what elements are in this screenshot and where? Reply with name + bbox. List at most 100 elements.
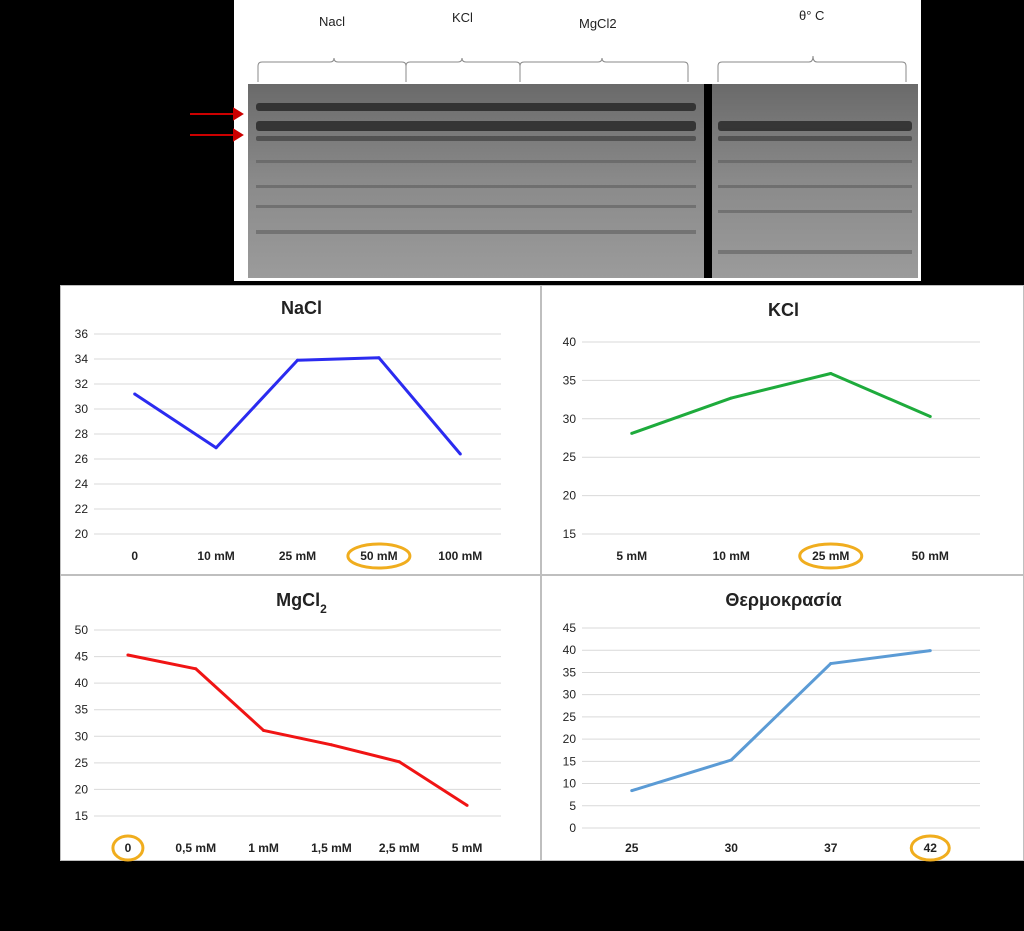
gel-label-mgcl2: MgCl2 bbox=[579, 16, 617, 31]
series-line bbox=[133, 356, 462, 455]
data-point bbox=[397, 760, 401, 764]
series-line bbox=[631, 649, 931, 793]
data-point bbox=[729, 396, 733, 400]
y-tick-label: 20 bbox=[75, 527, 89, 541]
arrow-upper-head-icon bbox=[233, 107, 244, 121]
y-tick-label: 28 bbox=[75, 427, 89, 441]
y-tick-label: 34 bbox=[75, 352, 89, 366]
x-tick-label: 5 mM bbox=[616, 549, 647, 563]
mgcl2-chart-title: MgCl2 bbox=[276, 590, 327, 616]
x-tick-label: 2,5 mM bbox=[379, 841, 420, 855]
y-tick-label: 15 bbox=[563, 754, 577, 768]
data-point bbox=[214, 446, 218, 450]
gel-label-temperature: θ° C bbox=[799, 8, 825, 23]
y-tick-label: 32 bbox=[75, 377, 89, 391]
x-tick-label: 0 bbox=[125, 841, 132, 855]
gel-brackets bbox=[257, 55, 907, 82]
gel-left bbox=[248, 84, 704, 278]
chart-kcl-svg: KCl 15 20 25 30 35 40 5 mM 10 mM 25 mM 50 mM bbox=[563, 300, 980, 570]
y-tick-label: 45 bbox=[563, 621, 577, 635]
gel-image-panel: Nacl KCl MgCl2 θ° C bbox=[234, 0, 921, 281]
data-point bbox=[458, 452, 462, 456]
kcl-chart-title: KCl bbox=[768, 300, 799, 320]
y-tick-label: 35 bbox=[563, 373, 577, 387]
y-tick-label: 0 bbox=[569, 821, 576, 835]
x-tick-label: 5 mM bbox=[452, 841, 483, 855]
y-tick-label: 15 bbox=[75, 809, 89, 823]
nacl-chart-title: NaCl bbox=[281, 298, 322, 318]
chart-mgcl2: MgCl2 15 20 25 30 35 40 45 50 0 0,5 mM 1 mM 1,5 mM 2,… bbox=[60, 575, 541, 862]
x-tick-label: 25 bbox=[625, 841, 639, 855]
series-line bbox=[127, 653, 468, 807]
x-tick-label: 42 bbox=[924, 841, 938, 855]
y-tick-label: 40 bbox=[563, 643, 577, 657]
y-tick-label: 24 bbox=[75, 477, 89, 491]
data-point bbox=[729, 758, 733, 762]
data-point bbox=[126, 653, 130, 657]
chart-temperature: Θερμοκρασία 0 5 10 15 20 25 30 35 40 45 25 30 37 42 bbox=[541, 575, 1024, 862]
x-tick-label: 25 mM bbox=[279, 549, 316, 563]
chart-nacl: NaCl 20 22 24 26 28 30 32 34 36 0 10 mM 25 mM 50 mM 10… bbox=[60, 285, 541, 575]
y-tick-label: 25 bbox=[563, 450, 577, 464]
data-point bbox=[194, 667, 198, 671]
y-tick-label: 30 bbox=[563, 688, 577, 702]
y-tick-label: 35 bbox=[75, 703, 89, 717]
y-tick-label: 20 bbox=[563, 489, 577, 503]
y-tick-label: 26 bbox=[75, 452, 89, 466]
y-tick-label: 40 bbox=[75, 676, 89, 690]
data-point bbox=[630, 789, 634, 793]
x-tick-label: 37 bbox=[824, 841, 838, 855]
gel-right bbox=[712, 84, 918, 278]
arrow-lower-head-icon bbox=[233, 128, 244, 142]
y-tick-label: 15 bbox=[563, 527, 577, 541]
x-tick-label: 10 mM bbox=[197, 549, 234, 563]
chart-mgcl2-svg: MgCl2 15 20 25 30 35 40 45 50 0 0,5 mM 1 mM 1,5 mM 2,… bbox=[75, 590, 501, 862]
x-tick-label: 30 bbox=[725, 841, 739, 855]
data-point bbox=[465, 803, 469, 807]
y-tick-label: 45 bbox=[75, 650, 89, 664]
y-tick-label: 20 bbox=[75, 782, 89, 796]
x-tick-label: 0 bbox=[131, 549, 138, 563]
x-tick-label: 50 mM bbox=[360, 549, 397, 563]
data-point bbox=[630, 431, 634, 435]
x-tick-label: 0,5 mM bbox=[175, 841, 216, 855]
mgcl2-chart-title-subscript: 2 bbox=[320, 602, 327, 616]
y-tick-label: 25 bbox=[75, 756, 89, 770]
band-arrows bbox=[190, 107, 244, 142]
series-line bbox=[631, 371, 931, 435]
x-tick-label: 100 mM bbox=[438, 549, 482, 563]
data-point bbox=[829, 371, 833, 375]
x-tick-label: 1,5 mM bbox=[311, 841, 352, 855]
y-tick-label: 5 bbox=[569, 799, 576, 813]
chart-temperature-svg: Θερμοκρασία 0 5 10 15 20 25 30 35 40 45 25 30 37 42 bbox=[563, 590, 980, 862]
highlight-ellipse bbox=[346, 542, 412, 570]
gel-label-nacl: Nacl bbox=[319, 14, 346, 29]
y-tick-label: 36 bbox=[75, 327, 89, 341]
chart-nacl-svg: NaCl 20 22 24 26 28 30 32 34 36 0 10 mM 25 mM 50 mM 10… bbox=[75, 298, 501, 570]
y-tick-label: 10 bbox=[563, 777, 577, 791]
y-tick-label: 25 bbox=[563, 710, 577, 724]
data-point bbox=[329, 743, 333, 747]
highlight-ellipse bbox=[798, 542, 864, 570]
x-tick-label: 10 mM bbox=[713, 549, 750, 563]
data-point bbox=[928, 414, 932, 418]
y-tick-label: 30 bbox=[75, 729, 89, 743]
temperature-chart-title: Θερμοκρασία bbox=[725, 590, 841, 610]
y-tick-label: 35 bbox=[563, 665, 577, 679]
y-tick-label: 20 bbox=[563, 732, 577, 746]
y-tick-label: 30 bbox=[75, 402, 89, 416]
y-tick-label: 50 bbox=[75, 623, 89, 637]
gel-label-kcl: KCl bbox=[452, 10, 473, 25]
data-point bbox=[296, 358, 299, 362]
highlight-ellipse bbox=[909, 834, 951, 862]
y-tick-label: 22 bbox=[75, 502, 89, 516]
data-point bbox=[829, 662, 833, 666]
y-tick-label: 40 bbox=[563, 335, 577, 349]
chart-kcl: KCl 15 20 25 30 35 40 5 mM 10 mM 25 mM 50 mM bbox=[541, 285, 1024, 575]
x-tick-label: 50 mM bbox=[912, 549, 949, 563]
y-tick-label: 30 bbox=[563, 412, 577, 426]
gel-photo bbox=[248, 55, 918, 278]
data-point bbox=[928, 649, 932, 653]
x-tick-label: 1 mM bbox=[248, 841, 279, 855]
data-point bbox=[133, 392, 137, 396]
